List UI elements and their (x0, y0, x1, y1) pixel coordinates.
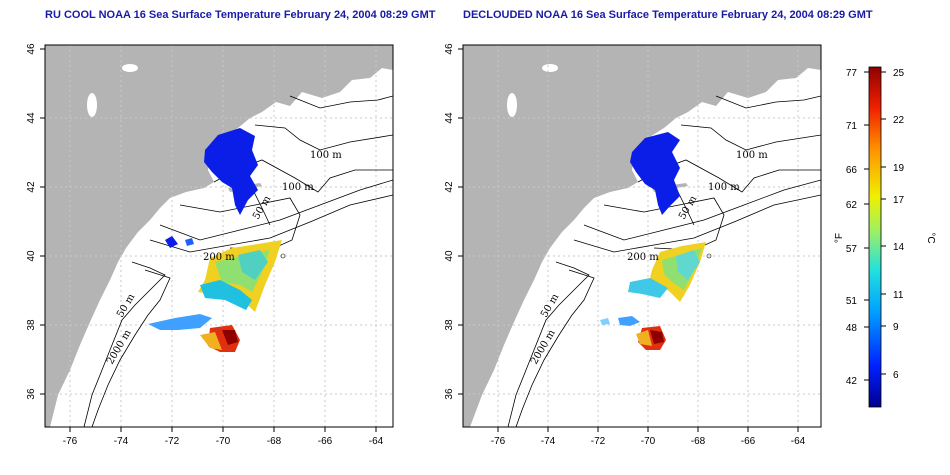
colorbar-unit-f: °F (834, 233, 845, 243)
y-tick-label: 44 (26, 112, 37, 124)
x-tick-label: -70 (641, 436, 656, 447)
left-map-frame (44, 44, 394, 428)
right-map-frame (462, 44, 822, 428)
colorbar-c-tick: 6 (893, 370, 899, 381)
x-tick-label: -72 (165, 436, 180, 447)
x-tick-label: -76 (63, 436, 78, 447)
contour-label: 100 m (736, 150, 768, 161)
colorbar-c-tick: 22 (893, 115, 905, 126)
y-tick-label: 40 (26, 250, 37, 262)
panel-2-title: DECLOUDED NOAA 16 Sea Surface Temperatur… (463, 9, 873, 21)
sst-pixels (148, 128, 282, 352)
colorbar-c-tick: 9 (893, 322, 899, 333)
colorbar-c-tick: 19 (893, 163, 905, 174)
x-tick-label: -68 (267, 436, 282, 447)
y-tick-label: 36 (444, 388, 455, 400)
x-tick-label: -66 (741, 436, 756, 447)
y-tick-label: 46 (444, 43, 455, 55)
y-tick-label: 38 (26, 319, 37, 331)
colorbar-f-tick: 66 (846, 165, 858, 176)
contour-label: 200 m (627, 252, 659, 263)
y-tick-label: 44 (444, 112, 455, 124)
contour-label: 200 m (203, 252, 235, 263)
colorbar-f-tick: 57 (846, 244, 858, 255)
x-tick-label: -76 (491, 436, 506, 447)
x-tick-label: -64 (791, 436, 806, 447)
land-mass (45, 45, 393, 427)
x-tick-label: -74 (541, 436, 556, 447)
contour-label: 100 m (708, 182, 740, 193)
colorbar-f-tick: 62 (846, 200, 858, 211)
colorbar-unit-c: °C (925, 232, 936, 243)
x-tick-label: -64 (369, 436, 384, 447)
colorbar: 77 71 66 62 57 51 48 42 25 22 19 17 14 1… (834, 66, 936, 408)
colorbar-f-tick: 51 (846, 296, 858, 307)
land-mass (463, 45, 821, 427)
colorbar-c-tick: 11 (893, 290, 904, 301)
x-tick-label: -66 (318, 436, 333, 447)
contour-label: 100 m (282, 182, 314, 193)
contour-label: 100 m (310, 150, 342, 161)
x-tick-label: -72 (591, 436, 606, 447)
colorbar-c-tick: 17 (893, 195, 905, 206)
y-tick-label: 46 (26, 43, 37, 55)
colorbar-f-tick: 42 (846, 376, 858, 387)
y-tick-label: 40 (444, 250, 455, 262)
colorbar-f-tick: 71 (846, 121, 858, 132)
colorbar-f-tick: 77 (846, 68, 858, 79)
colorbar-c-tick: 25 (893, 68, 905, 79)
right-map: 100 m 100 m 50 m 200 m 50 m 2000 m -76 -… (444, 43, 822, 447)
y-tick-label: 42 (26, 181, 37, 193)
x-tick-label: -70 (216, 436, 231, 447)
panel-1-title: RU COOL NOAA 16 Sea Surface Temperature … (45, 9, 436, 21)
grid-lines (45, 45, 393, 427)
y-tick-label: 42 (444, 181, 455, 193)
x-tick-label: -74 (114, 436, 129, 447)
sst-pixels (600, 132, 706, 350)
colorbar-f-tick: 48 (846, 323, 858, 334)
y-tick-label: 38 (444, 319, 455, 331)
x-tick-label: -68 (691, 436, 706, 447)
colorbar-gradient (868, 66, 882, 408)
colorbar-c-tick: 14 (893, 242, 905, 253)
left-map: 100 m 100 m 50 m 200 m 50 m 2000 m -76 -… (26, 43, 394, 447)
y-tick-label: 36 (26, 388, 37, 400)
